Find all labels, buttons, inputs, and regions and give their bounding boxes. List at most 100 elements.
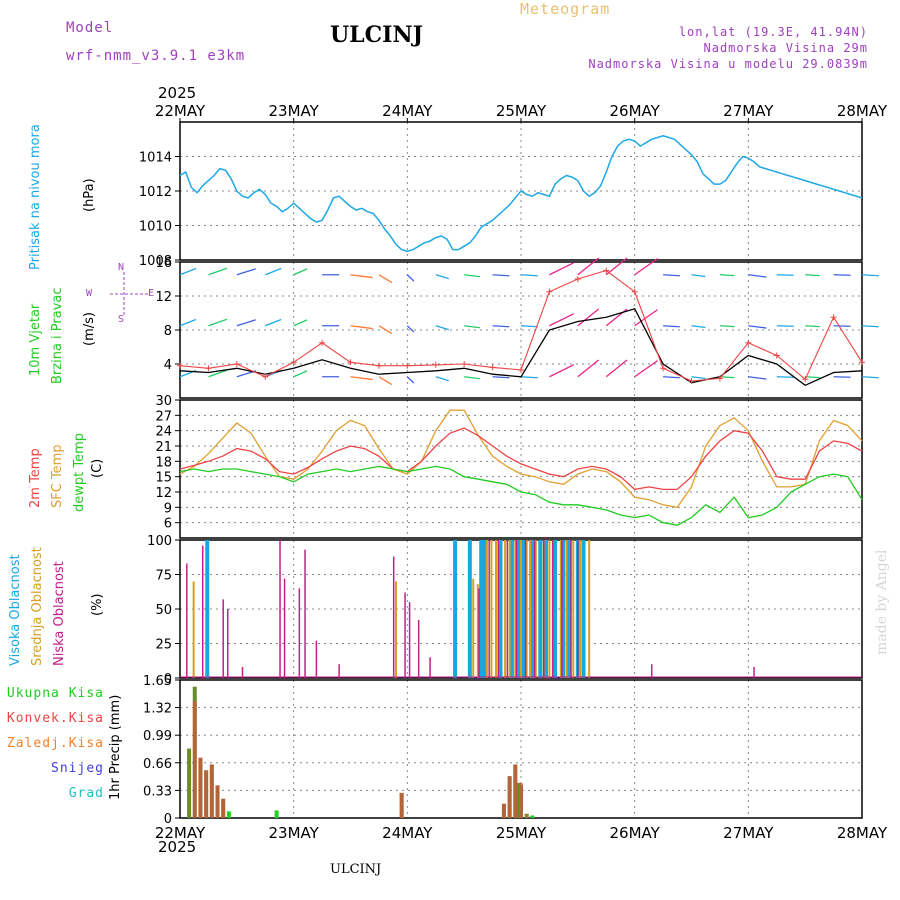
cloud-bar xyxy=(504,540,507,678)
precip-bar xyxy=(516,782,521,818)
wind-arrow xyxy=(464,325,481,329)
precip-bar xyxy=(524,813,529,818)
cloud-bar xyxy=(515,540,518,678)
year-bottom: 2025 xyxy=(158,838,197,856)
cloud-bar xyxy=(650,664,653,678)
y-tick-label: 0.33 xyxy=(143,784,172,799)
wind-arrow xyxy=(464,274,481,278)
wind-arrow xyxy=(833,325,851,327)
cloud-bar xyxy=(494,540,497,678)
precip-bar xyxy=(198,757,203,818)
precip-bar xyxy=(513,764,518,818)
year-top: 2025 xyxy=(158,84,197,102)
wind-arrow xyxy=(435,376,449,382)
y-tick-label: 1.32 xyxy=(143,702,172,717)
y-tick-label: 27 xyxy=(155,409,172,424)
wind-gust-marker xyxy=(830,314,837,321)
cloud-bar xyxy=(538,540,543,678)
y-tick-label: 1012 xyxy=(139,185,172,200)
cloud-bar xyxy=(533,540,536,678)
wind-arrow xyxy=(748,274,767,278)
date-label-bottom: 25MAY xyxy=(496,824,547,842)
y-tick-label: 6 xyxy=(164,517,172,532)
cloud-bar xyxy=(298,588,301,678)
wind-arrow xyxy=(833,376,851,378)
wind-arrow xyxy=(549,262,574,276)
wind-arrow xyxy=(805,274,820,277)
precip-bar xyxy=(274,810,279,818)
wind-arrow xyxy=(406,325,415,333)
wind-gust-marker xyxy=(290,359,297,366)
wind-arrow xyxy=(406,376,415,384)
meteogram-label: Meteogram xyxy=(520,0,611,18)
cloud-bar xyxy=(192,581,195,678)
y-tick-label: 100 xyxy=(147,534,172,549)
wind-gust-marker xyxy=(603,267,610,274)
cloud-bar xyxy=(753,666,755,678)
cloud-bar xyxy=(186,563,188,678)
cloud-bar xyxy=(241,666,244,678)
precip-bar xyxy=(399,792,404,818)
cloud-bar xyxy=(553,540,558,678)
wind-gust-marker xyxy=(859,359,865,366)
y-tick-label: 12 xyxy=(155,290,172,305)
cloud-bar xyxy=(561,540,566,678)
wind-arrow xyxy=(663,274,680,277)
cloud-bar xyxy=(404,592,406,678)
wind-gust-marker xyxy=(461,361,468,367)
model-label: Model xyxy=(66,20,114,36)
wind-gust-marker xyxy=(660,365,667,372)
y-tick-label: 4 xyxy=(164,358,172,373)
cloud-bar xyxy=(315,640,318,678)
wind-arrow xyxy=(492,274,510,277)
wind-arrow xyxy=(861,376,879,379)
cloud-bar xyxy=(588,540,591,678)
precip-bar xyxy=(221,798,226,818)
precip-bar xyxy=(530,815,535,818)
cloud-bar xyxy=(514,540,517,678)
date-label-top: 28MAY xyxy=(837,102,888,120)
y-tick-label: 0.99 xyxy=(143,729,172,744)
y-tick-label: 1014 xyxy=(139,151,172,166)
date-label-top: 27MAY xyxy=(723,102,774,120)
wind-gust-marker xyxy=(745,339,752,346)
y-tick-label: 8 xyxy=(164,324,172,339)
cloud-bar xyxy=(552,540,554,678)
cloud-bar xyxy=(506,540,509,678)
wind-arrow xyxy=(719,376,735,379)
wind-arrow xyxy=(464,376,481,380)
y-tick-label: 16 xyxy=(155,256,172,271)
y-tick-label: 9 xyxy=(164,501,172,516)
wind-arrow xyxy=(776,274,794,276)
wind-arrow xyxy=(378,376,393,386)
panel-frame xyxy=(179,261,863,399)
legend-hail: Grad xyxy=(68,786,104,801)
wind-arrow xyxy=(605,359,628,378)
cloud-bar xyxy=(534,540,537,678)
cloud-bar xyxy=(542,540,545,678)
wind-gust-marker xyxy=(802,376,809,383)
y-tick-label: 0 xyxy=(164,672,172,687)
wind-arrow xyxy=(265,318,282,327)
dewpoint-line xyxy=(179,465,863,526)
wind-arrow xyxy=(577,308,600,327)
wind-gust-marker xyxy=(233,361,240,367)
cloud-bar xyxy=(201,545,204,678)
wind-gust-marker xyxy=(205,365,212,372)
cloud-bar xyxy=(453,540,458,678)
date-label-top: 25MAY xyxy=(496,102,547,120)
wind-arrow xyxy=(293,370,308,378)
y-tick-label: 1.65 xyxy=(143,674,172,689)
cloud-bar xyxy=(565,540,568,678)
cloud-bar xyxy=(572,540,575,678)
precip-bar xyxy=(519,782,523,818)
cloud-bar xyxy=(509,540,514,678)
precip-bar xyxy=(192,700,197,818)
wind-arrow xyxy=(208,267,228,276)
wind-arrow xyxy=(605,257,628,276)
lonlat-label: lon,lat (19.3E, 41.94N) xyxy=(678,25,868,39)
date-label-bottom: 26MAY xyxy=(610,824,661,842)
cloud-bar xyxy=(476,584,479,678)
precip-bar xyxy=(215,785,220,818)
cloud-bar xyxy=(226,609,229,678)
